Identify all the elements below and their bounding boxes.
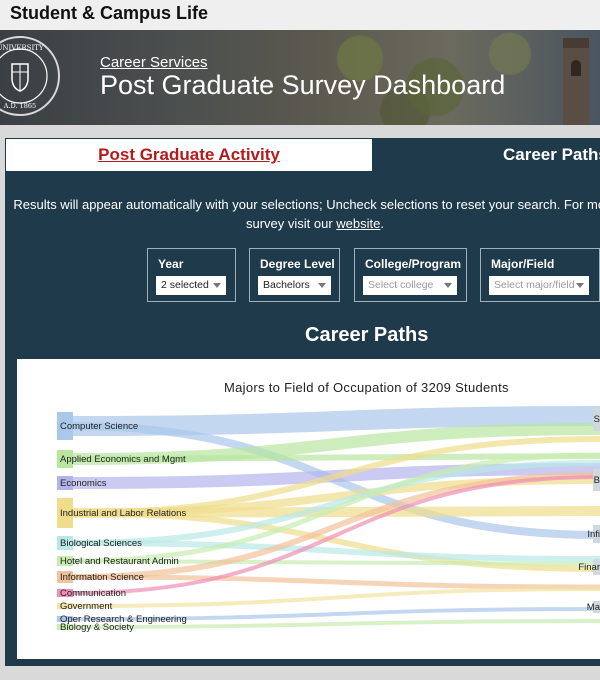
sankey-link[interactable] <box>72 436 600 516</box>
major-select[interactable]: Select major/field <box>489 276 589 295</box>
sankey-link[interactable] <box>72 510 600 572</box>
instructions-line-2: survey visit our website. <box>5 214 600 233</box>
sankey-link[interactable] <box>72 472 600 580</box>
filter-degree-level: Degree Level Bachelors <box>249 248 340 302</box>
filter-label: Degree Level <box>260 257 335 271</box>
site-title[interactable]: Student & Campus Life <box>10 3 209 23</box>
svg-text:A.D. 1865: A.D. 1865 <box>3 102 36 110</box>
instructions-line-1: Results will appear automatically with y… <box>13 197 600 212</box>
year-select[interactable]: 2 selected <box>156 276 226 295</box>
major-select-placeholder: Select major/field <box>494 279 575 291</box>
chevron-down-icon <box>444 283 452 288</box>
sankey-target-node[interactable] <box>593 407 600 431</box>
sankey-link[interactable] <box>72 574 600 590</box>
instructions-suffix: . <box>380 216 384 231</box>
sankey-link[interactable] <box>72 559 600 566</box>
filter-label: Year <box>158 257 184 271</box>
filter-label: Major/Field <box>491 257 555 271</box>
tab-bar: Post Graduate Activity Career Paths <box>5 138 600 172</box>
sankey-source-label: Applied Economics and Mgmt <box>60 454 186 465</box>
sankey-target-node[interactable] <box>593 559 600 575</box>
sankey-link[interactable] <box>72 619 600 629</box>
sankey-target-label: Infi <box>587 529 600 540</box>
instructions-prefix: survey visit our <box>245 216 337 231</box>
sankey-source-node[interactable] <box>57 536 73 550</box>
sankey-source-label: Economics <box>60 478 107 489</box>
sankey-link[interactable] <box>72 540 600 562</box>
sankey-svg: Majors to Field of Occupation of 3209 St… <box>57 380 600 633</box>
college-select[interactable]: Select college <box>363 276 457 295</box>
chevron-down-icon <box>318 283 326 288</box>
chart-title: Majors to Field of Occupation of 3209 St… <box>224 380 509 395</box>
sankey-link[interactable] <box>72 453 600 462</box>
sankey-source-label: Computer Science <box>60 421 138 432</box>
filter-college-program: College/Program Select college <box>354 248 467 302</box>
tab-label: Post Graduate Activity <box>98 145 280 164</box>
sankey-link[interactable] <box>72 460 600 546</box>
university-seal-logo: UNIVERSITY A.D. 1865 <box>0 36 60 116</box>
sankey-source-label: Government <box>60 601 113 612</box>
tab-post-graduate-activity[interactable]: Post Graduate Activity <box>5 138 373 172</box>
sankey-source-label: Oper Research & Engineering <box>60 614 187 625</box>
sankey-source-node[interactable] <box>57 556 73 566</box>
sankey-source-label: Hotel and Restaurant Admin <box>60 556 179 567</box>
filter-year: Year 2 selected <box>147 248 236 302</box>
degree-level-select[interactable]: Bachelors <box>258 276 331 295</box>
website-link[interactable]: website <box>336 216 381 231</box>
sankey-link[interactable] <box>72 475 600 595</box>
clock-tower-illustration <box>563 38 589 125</box>
instructions-text: Results will appear automatically with y… <box>5 195 600 233</box>
sankey-target-node[interactable] <box>593 469 600 491</box>
sankey-source-label: Industrial and Labor Relations <box>60 508 186 519</box>
career-paths-panel: Results will appear automatically with y… <box>5 172 600 666</box>
sankey-target-node[interactable] <box>593 601 600 613</box>
hero-banner: UNIVERSITY A.D. 1865 Career Services Pos… <box>0 30 600 125</box>
career-services-link[interactable]: Career Services <box>100 54 208 71</box>
sankey-link[interactable] <box>72 587 600 608</box>
filter-label: College/Program <box>365 257 462 271</box>
sankey-source-label: Biology & Society <box>60 622 134 633</box>
chevron-down-icon <box>576 283 584 288</box>
tab-career-paths[interactable]: Career Paths <box>373 138 600 172</box>
sankey-source-node[interactable] <box>57 412 73 440</box>
sankey-source-node[interactable] <box>57 603 73 609</box>
year-select-value: 2 selected <box>161 279 209 291</box>
sankey-source-label: Communication <box>60 588 126 599</box>
sankey-source-label: Biological Sciences <box>60 538 142 549</box>
sankey-target-label: Finar <box>578 562 600 573</box>
banner-background-foliage <box>300 30 600 125</box>
sankey-target-node[interactable] <box>593 525 600 543</box>
degree-level-select-value: Bachelors <box>263 279 310 291</box>
college-select-placeholder: Select college <box>368 279 434 291</box>
sankey-link[interactable] <box>72 607 600 621</box>
sankey-target-label: B <box>594 475 600 486</box>
filter-major-field: Major/Field Select major/field <box>480 248 600 302</box>
sankey-target-label: S <box>594 414 600 425</box>
sankey-source-node[interactable] <box>57 571 73 583</box>
sankey-source-node[interactable] <box>57 589 73 597</box>
sankey-source-label: Information Science <box>60 572 144 583</box>
dashboard-title: Post Graduate Survey Dashboard <box>100 70 506 100</box>
sankey-source-node[interactable] <box>57 450 73 468</box>
svg-text:UNIVERSITY: UNIVERSITY <box>0 44 44 52</box>
top-bar: Student & Campus Life <box>0 0 600 31</box>
sankey-source-node[interactable] <box>57 624 73 630</box>
section-title: Career Paths <box>305 324 429 346</box>
sankey-source-node[interactable] <box>57 476 73 490</box>
sankey-source-node[interactable] <box>57 498 73 528</box>
sankey-source-node[interactable] <box>57 616 73 622</box>
sankey-link[interactable] <box>72 406 600 436</box>
sankey-chart: Majors to Field of Occupation of 3209 St… <box>17 359 600 659</box>
sankey-link[interactable] <box>72 452 600 564</box>
sankey-target-label: Ma <box>587 602 600 613</box>
tab-label: Career Paths <box>503 145 600 164</box>
chevron-down-icon <box>213 283 221 288</box>
